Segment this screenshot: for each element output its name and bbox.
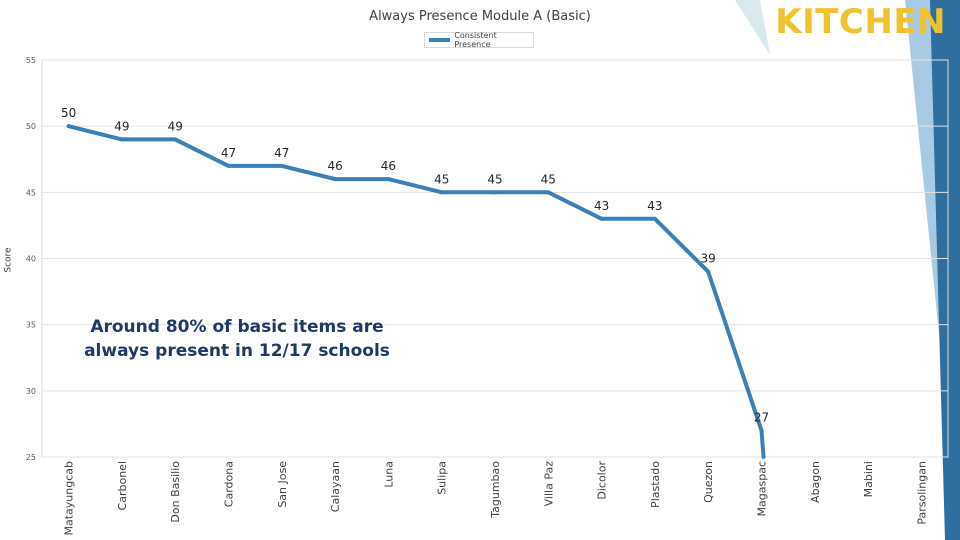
y-axis-label: Score [3,247,14,273]
x-tick-label: Villa Paz [542,461,555,507]
data-label: 46 [381,159,396,173]
data-point [279,163,284,168]
data-point [652,216,657,221]
data-point [173,137,178,142]
data-label: 39 [701,252,716,266]
data-label: 47 [221,146,236,160]
x-tick-label: Dicolor [596,461,609,500]
data-label: 45 [541,172,556,186]
data-point [119,137,124,142]
data-point [333,177,338,182]
data-label: 49 [114,119,129,133]
data-point [599,216,604,221]
data-label: 27 [754,411,769,425]
data-point [439,190,444,195]
data-label: 43 [647,199,662,213]
y-tick-label: 55 [26,56,36,65]
chart-title: Always Presence Module A (Basic) [369,9,591,24]
y-tick-label: 50 [26,122,36,131]
decor-triangle-dark [930,0,960,540]
x-tick-label: Matayungcab [63,461,76,536]
legend-series-name: Consistent Presence [454,31,497,49]
data-point [759,428,764,433]
data-label: 43 [594,199,609,213]
series-line [66,124,766,459]
data-label: 45 [434,172,449,186]
chart-annotation: Around 80% of basic items are always pre… [84,317,390,361]
data-point [66,124,71,129]
section-label: KITCHEN [775,2,946,42]
decor-triangle-gray [735,0,770,55]
x-tick-label: Cardona [223,461,236,507]
x-tick-label: Tagumbao [489,461,502,519]
x-tick-label: Calayaan [329,461,342,512]
y-tick-label: 45 [26,188,36,197]
x-tick-label: Mabini [862,461,875,497]
legend-swatch [429,38,451,42]
data-label: 49 [168,119,183,133]
x-tick-label: Plastado [649,461,662,508]
x-tick-label: Quezon [702,461,715,503]
data-point [493,190,497,195]
data-label: 45 [487,172,502,186]
y-tick-label: 40 [26,255,36,264]
x-tick-label: Carbonel [116,461,129,510]
data-point [386,177,391,182]
data-label: 47 [274,146,289,160]
x-tick-label: Parsolingan [915,461,928,525]
y-tick-label: 35 [26,321,36,330]
data-point [226,163,231,168]
data-point [706,269,711,274]
x-tick-label: San Jose [276,461,289,508]
y-tick-label: 30 [26,387,36,396]
x-tick-label: Magaspac [755,461,768,516]
data-point [546,190,551,195]
chart-legend: Consistent Presence [424,31,534,49]
data-label: 50 [61,106,76,120]
x-tick-label: Abagon [809,461,822,503]
data-label: 46 [327,159,342,173]
x-tick-label: Don Basilio [169,461,182,523]
x-tick-label: Sulipa [436,461,449,495]
x-tick-label: Luna [382,461,395,488]
y-tick-label: 25 [26,453,36,462]
